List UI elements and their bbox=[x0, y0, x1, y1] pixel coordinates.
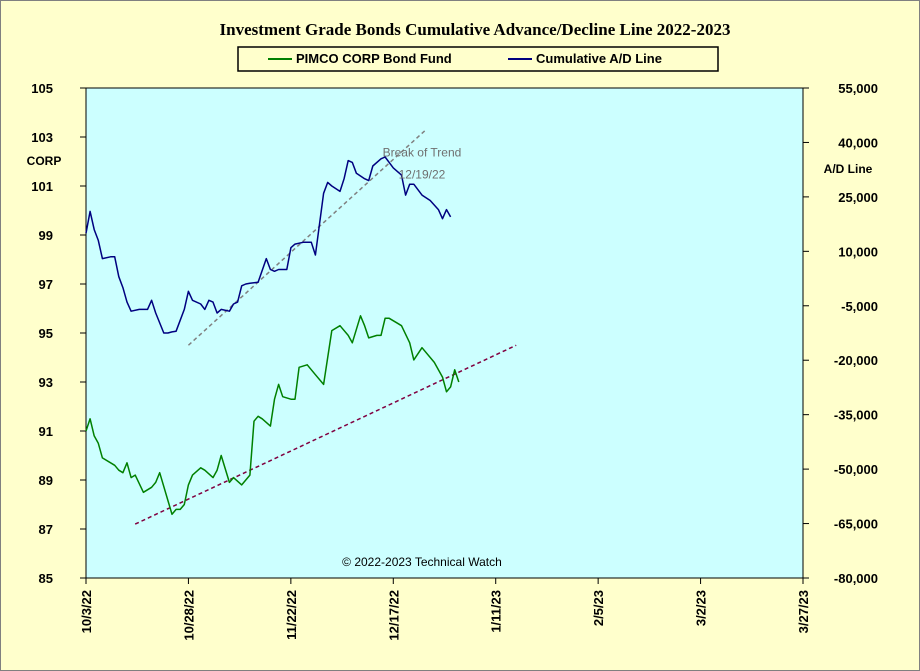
break-of-trend-annotation: Break of Trend bbox=[383, 146, 462, 160]
series-line-ad-line bbox=[85, 156, 452, 334]
x-tick-label: 11/22/22 bbox=[284, 590, 299, 640]
annotations: Break of Trend 12/19/22 © 2022-2023 Techni… bbox=[342, 146, 502, 569]
x-tick-label: 3/27/23 bbox=[796, 590, 811, 633]
x-tick-label: 1/11/23 bbox=[489, 590, 504, 633]
legend-box bbox=[237, 46, 719, 72]
y-left-tick-label: 85 bbox=[39, 571, 53, 586]
series-layer bbox=[85, 156, 460, 516]
y-right-tick-label: -20,000 bbox=[834, 353, 878, 368]
x-tick-label: 10/3/22 bbox=[79, 590, 94, 633]
y-right-ticks: -80,000 -65,000 -50,000 -35,000 -20,000 -5,00… bbox=[803, 81, 878, 586]
y-label-right: A/D Line bbox=[824, 162, 873, 176]
y-left-tick-label: 93 bbox=[39, 375, 53, 390]
x-tick-label: 2/5/23 bbox=[591, 590, 606, 626]
y-right-tick-label: 40,000 bbox=[838, 135, 878, 150]
y-right-tick-label: -80,000 bbox=[834, 571, 878, 586]
plot-area bbox=[85, 87, 804, 579]
y-right-tick-label: -35,000 bbox=[834, 408, 878, 423]
y-right-tick-label: 55,000 bbox=[838, 81, 878, 96]
break-of-trend-annotation: 12/19/22 bbox=[399, 168, 446, 182]
y-right-tick-label: 25,000 bbox=[838, 190, 878, 205]
y-left-tick-label: 97 bbox=[39, 277, 53, 292]
x-tick-label: 3/2/23 bbox=[694, 590, 709, 626]
x-tick-label: 12/17/22 bbox=[386, 590, 401, 641]
copyright-annotation: © 2022-2023 Technical Watch bbox=[342, 555, 502, 569]
legend-label-pimco: PIMCO CORP Bond Fund bbox=[296, 51, 452, 66]
y-left-tick-label: 101 bbox=[31, 179, 53, 194]
x-tick-label: 10/28/22 bbox=[181, 590, 196, 641]
chart-title: Investment Grade Bonds Cumulative Advanc… bbox=[220, 20, 731, 39]
y-right-tick-label: -65,000 bbox=[834, 517, 878, 532]
y-label-left: CORP bbox=[27, 154, 62, 168]
y-left-tick-label: 89 bbox=[39, 473, 53, 488]
y-left-ticks: 85 87 89 91 93 95 97 99 101 103 105 bbox=[31, 81, 86, 586]
y-right-tick-label: 10,000 bbox=[838, 244, 878, 259]
y-left-tick-label: 91 bbox=[39, 424, 53, 439]
y-left-tick-label: 95 bbox=[39, 326, 53, 341]
y-right-tick-label: -5,000 bbox=[841, 299, 878, 314]
x-ticks: 10/3/22 10/28/22 11/22/22 12/17/22 1/11/23 2/… bbox=[79, 578, 811, 641]
y-left-tick-label: 103 bbox=[31, 130, 53, 145]
y-right-tick-label: -50,000 bbox=[834, 462, 878, 477]
y-left-tick-label: 99 bbox=[39, 228, 53, 243]
y-left-tick-label: 87 bbox=[39, 522, 53, 537]
series-line-pimco bbox=[85, 315, 460, 516]
trendline bbox=[187, 129, 427, 346]
legend: PIMCO CORP Bond Fund Cumulative A/D Line bbox=[237, 46, 719, 72]
y-left-tick-label: 105 bbox=[31, 81, 53, 96]
legend-label-ad-line: Cumulative A/D Line bbox=[536, 51, 662, 66]
